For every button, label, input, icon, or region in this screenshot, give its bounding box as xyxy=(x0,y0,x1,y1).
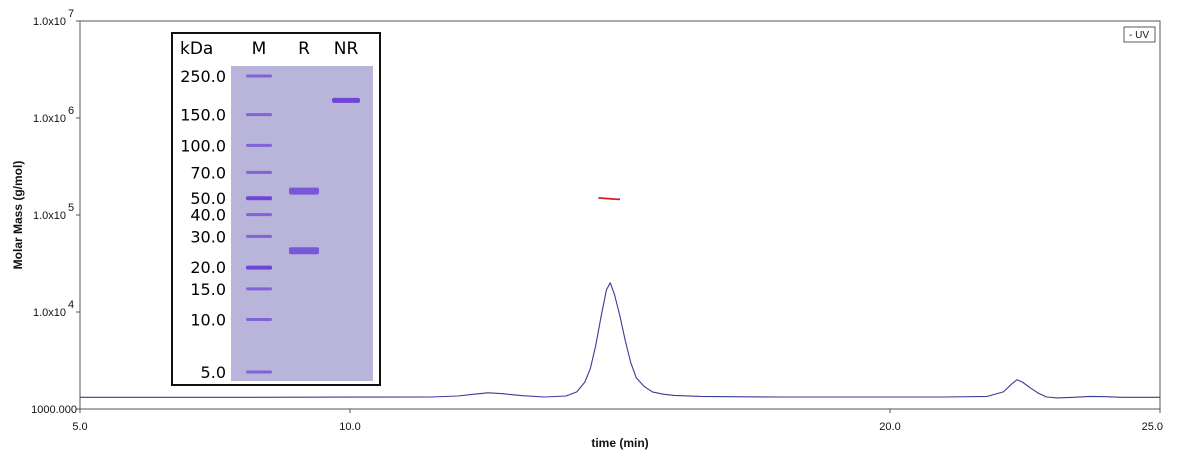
gel-marker-band xyxy=(246,234,272,238)
gel-bands xyxy=(246,74,360,374)
legend: - UV xyxy=(1123,26,1156,43)
gel-marker-label: 250.0 xyxy=(180,67,226,86)
gel-kda-label: kDa xyxy=(180,39,213,59)
uv-trace-line xyxy=(80,282,1160,399)
x-tick-label: 10.0 xyxy=(339,421,360,433)
gel-lane-label: R xyxy=(298,39,310,59)
y-tick-label: 1000.000 xyxy=(31,404,77,416)
y-tick-label: 1.0x10 xyxy=(33,210,66,222)
y-tick-exponent: 7 xyxy=(68,8,74,20)
gel-marker-label: 40.0 xyxy=(190,206,226,225)
gel-sample-band-nr xyxy=(332,97,360,103)
y-tick-label: 1.0x10 xyxy=(33,113,66,125)
gel-marker-label: 10.0 xyxy=(190,311,226,330)
y-tick-label: 1.0x10 xyxy=(33,16,66,28)
gel-marker-label: 100.0 xyxy=(180,136,226,155)
legend-label: - UV xyxy=(1129,30,1149,41)
gel-marker-band xyxy=(246,113,272,117)
gel-marker-label: 5.0 xyxy=(201,363,226,382)
gel-inset: kDa M R NR 250.0 150.0 100.0 70.0 50.040.0 30.0… xyxy=(171,32,381,386)
gel-marker-band xyxy=(246,370,272,374)
gel-lane-labels: M R NR xyxy=(252,39,359,59)
series-layer xyxy=(80,197,1160,399)
y-tick-exponent: 4 xyxy=(68,299,74,311)
y-tick-label: 1.0x10 xyxy=(33,307,66,319)
x-axis-ticks: 5.0 10.0 20.0 25.0 xyxy=(72,409,1163,433)
gel-marker-band xyxy=(246,143,272,147)
gel-marker-band xyxy=(246,265,272,270)
gel-marker-label: 150.0 xyxy=(180,106,226,125)
gel-marker-band xyxy=(246,196,272,201)
x-tick-label: 25.0 xyxy=(1142,421,1163,433)
gel-marker-label: 20.0 xyxy=(190,258,226,277)
y-tick-exponent: 5 xyxy=(68,202,74,214)
gel-marker-label: 70.0 xyxy=(190,163,226,182)
gel-marker-label: 15.0 xyxy=(190,280,226,299)
x-tick-label: 5.0 xyxy=(72,421,87,433)
gel-lane-label: NR xyxy=(334,39,359,59)
molar-mass-trace-line xyxy=(598,197,621,201)
gel-marker-band xyxy=(246,318,272,322)
gel-sample-band-r xyxy=(289,187,319,195)
gel-lane-label: M xyxy=(252,39,267,59)
x-tick-label: 20.0 xyxy=(879,421,900,433)
gel-background xyxy=(231,66,373,381)
y-axis-title: Molar Mass (g/mol) xyxy=(11,161,25,270)
gel-sample-band-r xyxy=(289,247,319,255)
gel-marker-band xyxy=(246,74,272,78)
gel-marker-label: 30.0 xyxy=(190,227,226,246)
gel-marker-labels: 250.0 150.0 100.0 70.0 50.040.0 30.0 20.0 15.0 1… xyxy=(180,67,226,382)
x-axis-title: time (min) xyxy=(591,436,648,450)
gel-marker-band xyxy=(246,170,272,174)
y-tick-exponent: 6 xyxy=(68,105,74,117)
legend-box xyxy=(1123,26,1156,43)
gel-marker-label: 50.0 xyxy=(190,189,226,208)
gel-marker-band xyxy=(246,213,272,217)
gel-marker-band xyxy=(246,287,272,291)
